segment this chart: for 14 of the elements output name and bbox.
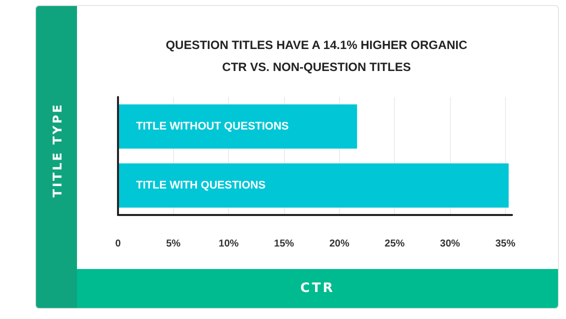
y-axis-title: TITLE TYPE <box>50 102 64 198</box>
x-tick-label: 30% <box>440 238 460 250</box>
x-tick-label: 25% <box>384 238 405 250</box>
x-tick-label: 15% <box>274 238 294 250</box>
x-tick-label: 10% <box>218 238 239 250</box>
x-tick-label: 20% <box>329 238 350 250</box>
y-tick-label: TITLE WITHOUT QUESTIONS <box>136 120 289 132</box>
x-axis-title: CTR <box>300 281 335 296</box>
x-tick-label: 0 <box>115 238 122 250</box>
x-tick-label: 5% <box>166 238 181 250</box>
chart-title: QUESTION TITLES HAVE A 14.1% HIGHER ORGANIC CTR VS. NON-QUESTION TITLES <box>166 38 468 74</box>
y-tick-label: TITLE WITH QUESTIONS <box>136 180 266 192</box>
x-tick-label: 35% <box>495 238 516 250</box>
footer-panel: CTR <box>77 269 558 308</box>
